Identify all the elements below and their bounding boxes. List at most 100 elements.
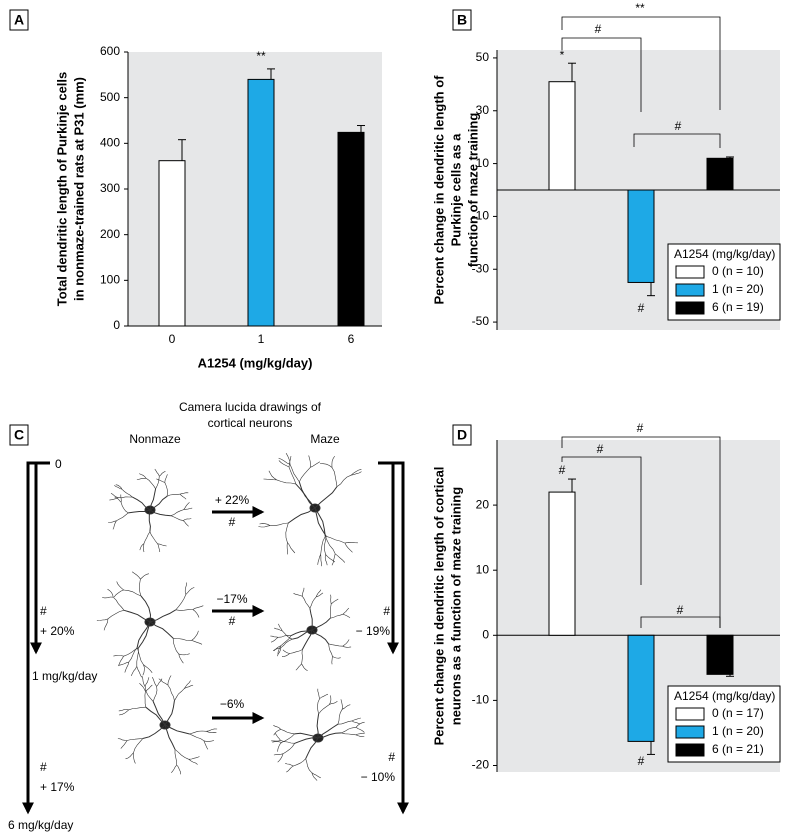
dendrite <box>156 678 163 687</box>
dendrite <box>172 638 180 655</box>
dendrite <box>170 515 184 521</box>
neuron-drawing <box>270 587 352 671</box>
dendrite <box>318 704 330 715</box>
dendrite <box>144 686 154 702</box>
dendrite <box>158 678 169 686</box>
dendrite <box>145 706 166 726</box>
dendrite <box>120 494 122 503</box>
dendrite <box>156 478 165 483</box>
dendrite <box>112 596 125 611</box>
dendrite <box>325 536 336 554</box>
dendrite <box>311 772 318 781</box>
bar <box>247 78 275 327</box>
y-tick-label: -50 <box>472 314 490 328</box>
legend-swatch <box>675 283 705 297</box>
neuron-drawing <box>117 675 218 775</box>
dendrite <box>109 497 119 501</box>
dendrite <box>337 720 352 725</box>
dendrite <box>145 684 153 692</box>
diagram-text: + 17% <box>40 780 75 794</box>
dendrite <box>138 621 151 649</box>
diagram-text: # <box>229 515 236 529</box>
dendrite <box>116 581 124 591</box>
dendrite <box>175 594 187 610</box>
dendrite <box>176 764 181 775</box>
y-tick-label: 30 <box>476 103 490 117</box>
dendrite <box>155 476 160 489</box>
dendrite <box>107 588 114 598</box>
diagram-text: # <box>383 604 390 618</box>
bar <box>627 634 655 742</box>
dendrite <box>179 493 187 500</box>
panel-label: D <box>457 427 467 443</box>
diagram-text: 0 <box>55 457 62 471</box>
y-tick-label: -10 <box>472 693 490 707</box>
dendrite <box>329 700 338 705</box>
dendrite <box>342 613 351 618</box>
dendrite <box>301 629 313 650</box>
panel-label: C <box>14 427 24 443</box>
dendrite <box>305 758 313 774</box>
dendrite <box>289 464 300 483</box>
y-tick-label: 300 <box>100 181 120 195</box>
dendrite <box>118 709 129 712</box>
annotation: # <box>559 463 566 477</box>
dendrite <box>139 682 146 692</box>
dendrite <box>132 496 151 511</box>
dendrite <box>164 474 168 483</box>
dendrite <box>139 543 145 551</box>
dendrite <box>310 461 321 468</box>
dendrite <box>191 630 199 641</box>
dendrite <box>116 512 129 522</box>
dendrite <box>167 675 172 686</box>
dendrite <box>285 522 289 543</box>
dendrite <box>280 729 295 735</box>
diagram-text: Camera lucida drawings of <box>179 400 322 414</box>
dendrite <box>285 452 291 465</box>
dendrite <box>344 541 358 544</box>
diagram-text: # <box>40 760 47 774</box>
x-tick-label: 6 <box>348 332 355 346</box>
dendrite <box>174 749 189 760</box>
dendrite <box>145 478 156 489</box>
dendrite <box>179 492 189 495</box>
dendrite <box>309 608 313 631</box>
dendrite <box>290 629 313 637</box>
dendrite <box>324 536 327 555</box>
dendrite <box>293 758 306 767</box>
annotation: # <box>638 301 645 315</box>
dendrite <box>273 753 284 756</box>
dendrite <box>301 663 308 671</box>
dendrite <box>152 701 166 726</box>
diagram-text: cortical neurons <box>208 416 293 430</box>
dendrite <box>278 460 290 468</box>
dendrite <box>342 639 350 647</box>
dendrite <box>317 723 339 739</box>
dendrite <box>263 478 277 481</box>
dendrite <box>136 621 151 648</box>
dendrite <box>270 635 279 638</box>
dendrite <box>276 479 296 485</box>
dendrite <box>110 492 119 498</box>
dendrite <box>351 471 362 476</box>
annotation: # <box>677 603 684 617</box>
dendrite <box>192 609 200 618</box>
dendrite <box>299 467 311 483</box>
dendrite <box>107 610 125 620</box>
diagram-text: # <box>388 750 395 764</box>
dendrite <box>278 623 283 631</box>
dendrite <box>178 654 184 664</box>
annotation: # <box>597 442 604 456</box>
dendrite <box>143 664 153 673</box>
bar <box>548 491 576 636</box>
dendrite <box>286 542 288 555</box>
dendrite <box>292 629 313 640</box>
dendrite <box>288 507 316 524</box>
dendrite <box>272 741 282 743</box>
diagram-text: # <box>40 604 47 618</box>
diagram-text: − 19% <box>356 624 391 638</box>
y-axis-label: Purkinje cells as a <box>448 133 463 247</box>
dendrite <box>355 727 365 733</box>
dendrite <box>344 542 353 553</box>
neuron-drawing <box>108 468 193 553</box>
